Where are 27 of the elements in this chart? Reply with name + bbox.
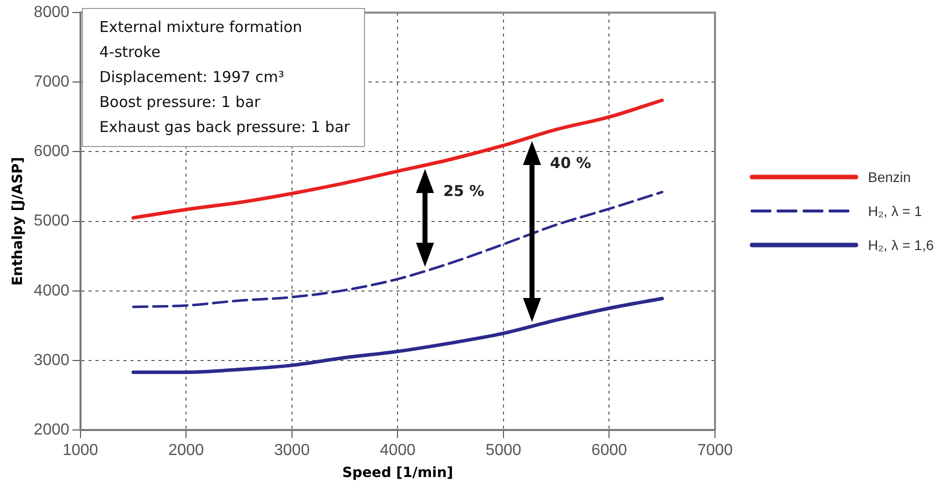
x-axis-title: Speed [1/min] [342, 465, 454, 482]
y-tick-label: 8000 [34, 4, 70, 22]
y-tick-label: 5000 [34, 212, 70, 230]
y-tick-label: 2000 [34, 421, 70, 438]
text: H₂, λ = 1,6 [868, 237, 934, 253]
x-tick-label: 6000 [591, 442, 628, 460]
y-tick-label: 4000 [34, 282, 70, 300]
y-tick-label: 7000 [34, 74, 70, 91]
line-series [132, 296, 664, 374]
x-tick-label: 5000 [486, 442, 522, 460]
x-tick-label: 4000 [380, 442, 416, 460]
y-axis-title: Enthalpy [J/ASP] [10, 156, 26, 286]
y-tick-label: 3000 [34, 352, 70, 369]
text: H₂, λ = 1 [868, 203, 922, 219]
x-tick-label: 1000 [62, 442, 98, 460]
x-tick-label: 7000 [697, 442, 733, 460]
annotation: External mixture formation [99, 17, 304, 38]
annotation: 4-stroke [99, 42, 162, 63]
annotation: Exhaust gas back pressure: 1 bar [99, 117, 350, 138]
annotation: Displacement: 1997 cm³ [99, 67, 286, 88]
y-tick-label: 6000 [34, 143, 70, 160]
annotation: Boost pressure: 1 bar [99, 92, 262, 113]
annotation: 40 % [548, 154, 594, 172]
text: Benzin [868, 169, 911, 185]
x-tick-label: 3000 [274, 442, 310, 460]
x-tick-label: 2000 [168, 442, 204, 460]
annotation: 25 % [441, 182, 486, 200]
